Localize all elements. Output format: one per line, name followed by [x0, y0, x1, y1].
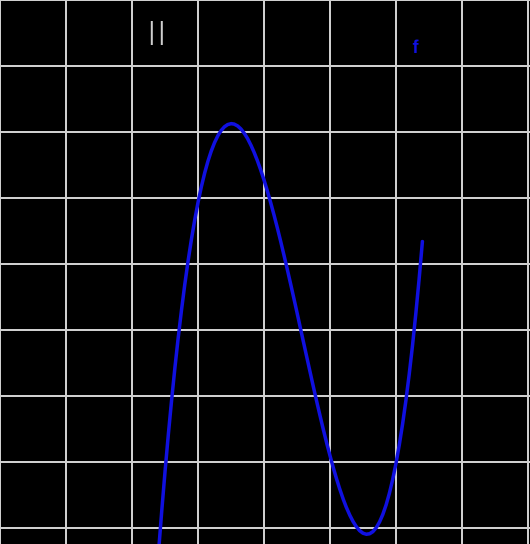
axis-break-marker: [149, 19, 165, 47]
chart: f: [0, 0, 530, 544]
chart-svg: f: [0, 0, 530, 544]
series-label-f: f: [413, 37, 420, 57]
